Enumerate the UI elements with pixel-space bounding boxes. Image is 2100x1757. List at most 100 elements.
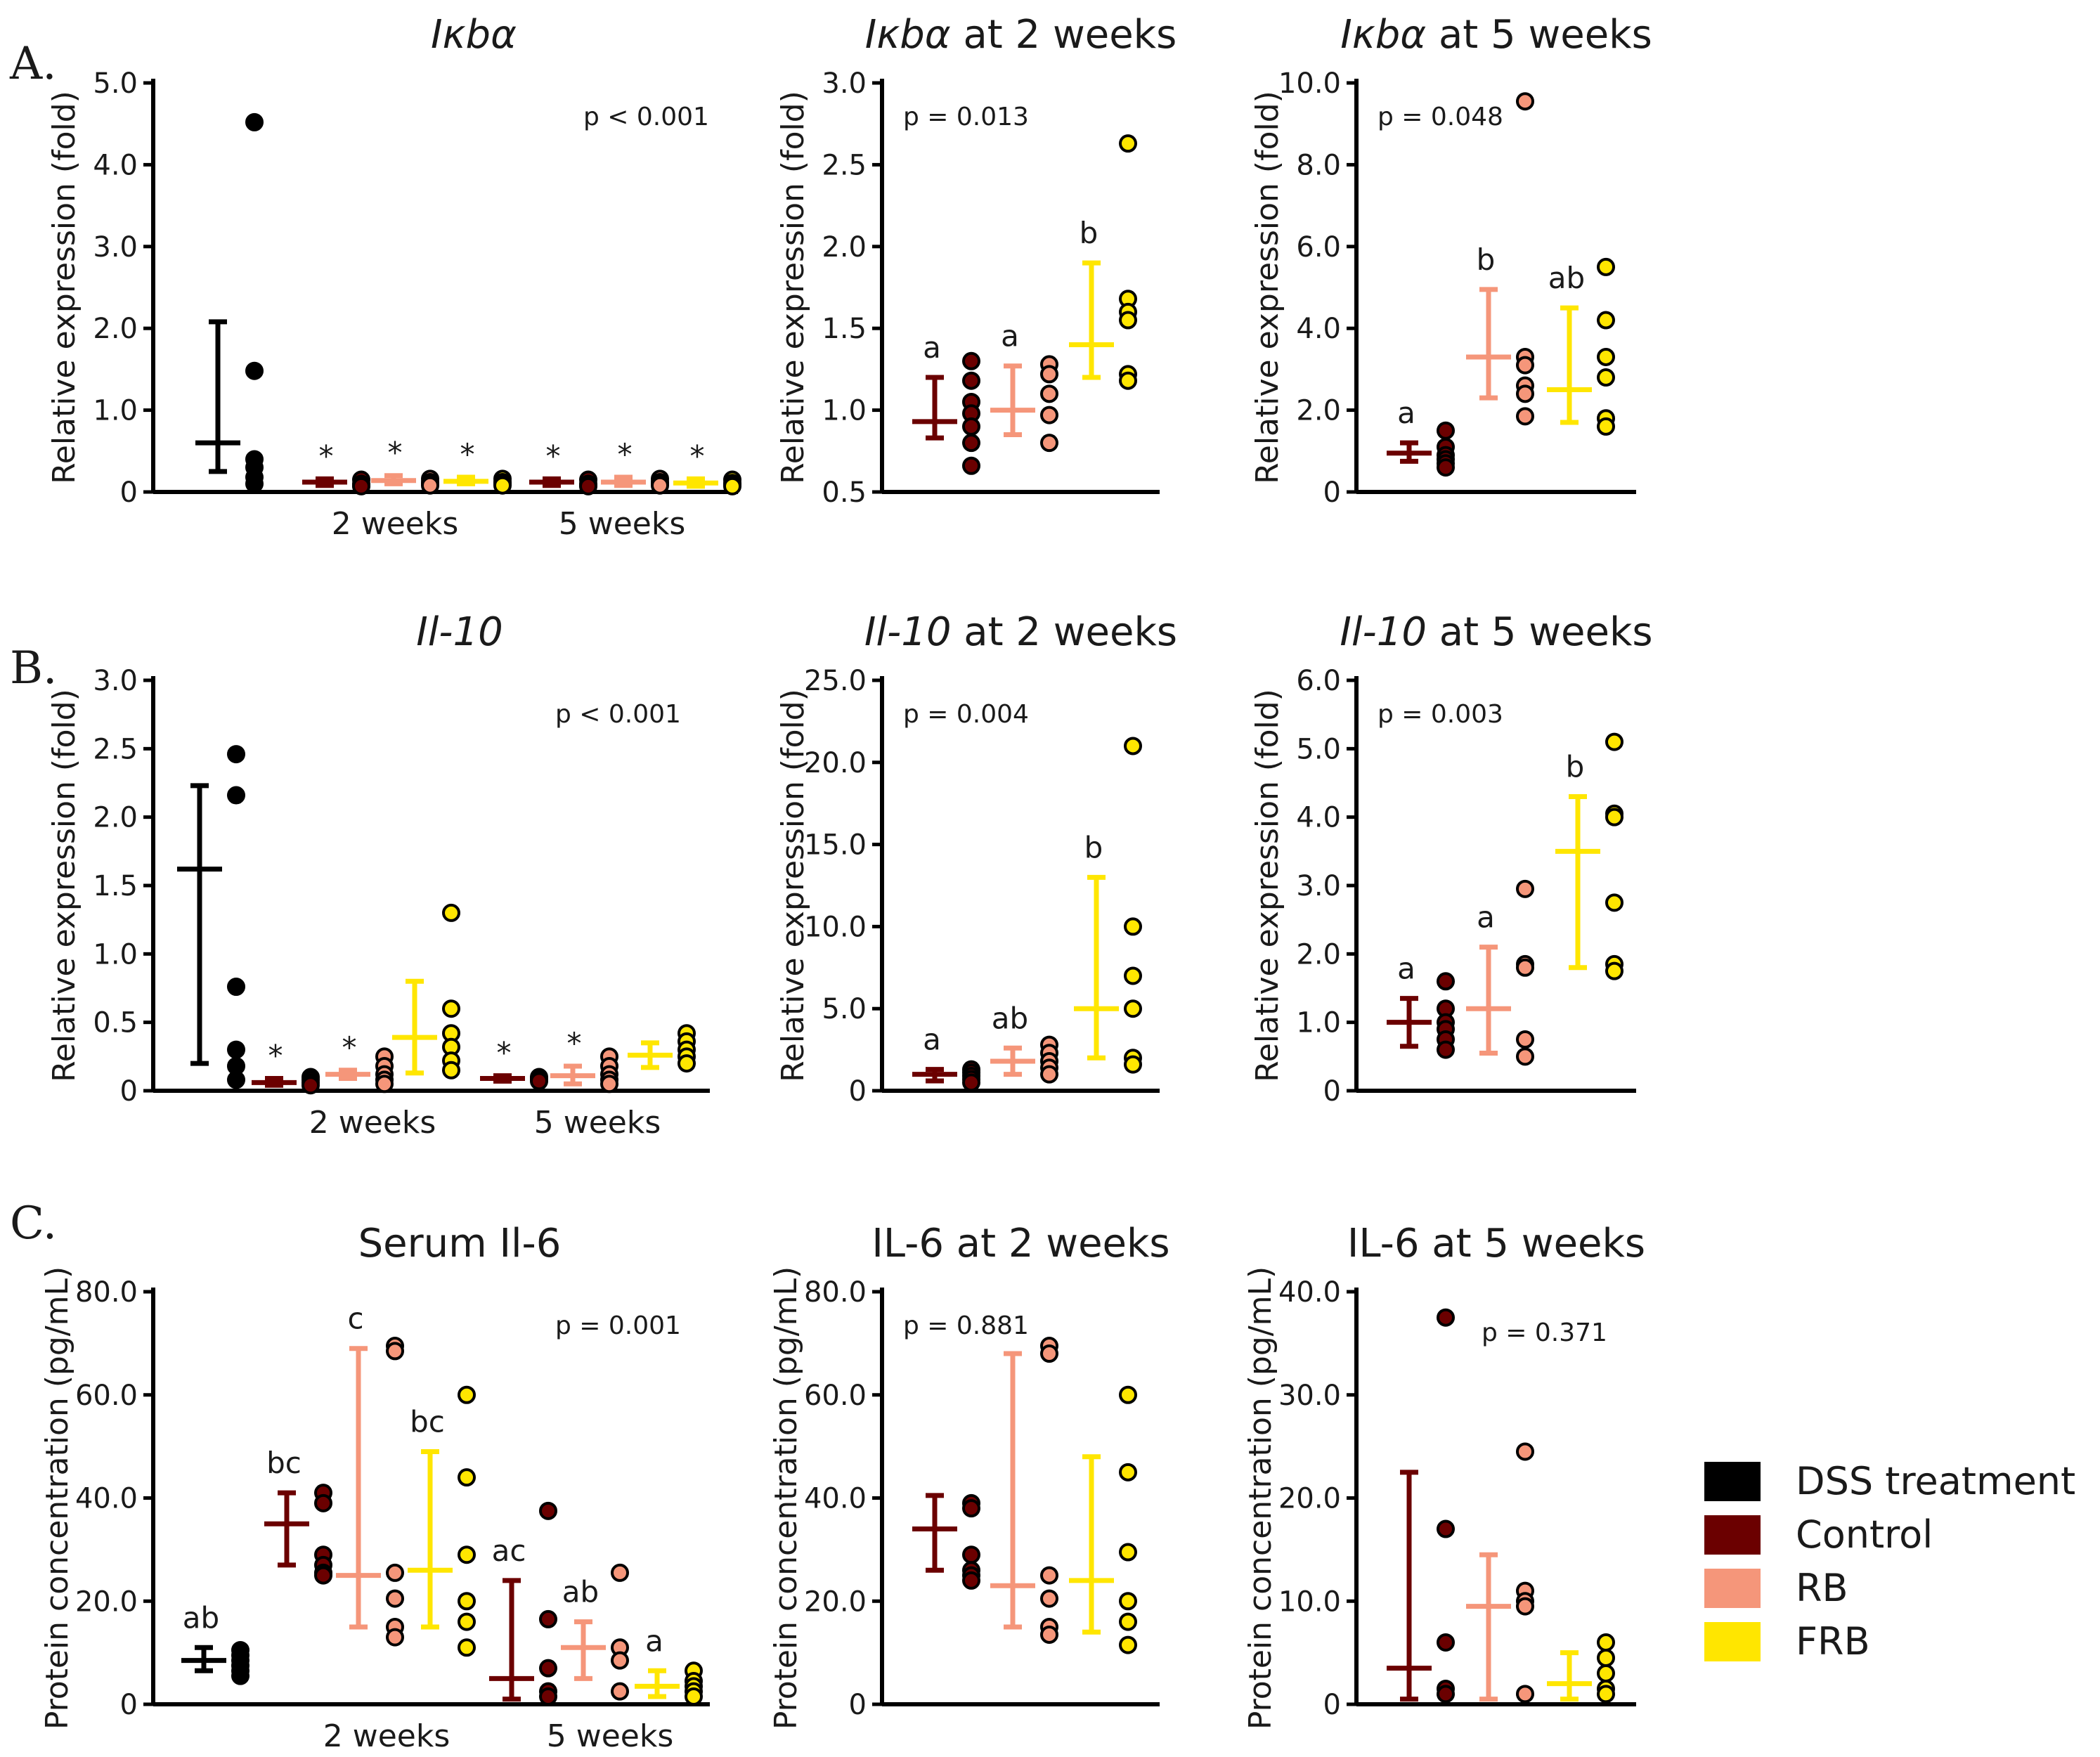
data-point — [1119, 134, 1137, 153]
y-tick-label: 1.0 — [93, 395, 138, 427]
group-control: * — [252, 1038, 320, 1095]
y-tick-label: 2.0 — [1296, 395, 1341, 427]
group-frb: b — [1555, 732, 1623, 980]
data-point — [1516, 384, 1534, 403]
y-tick-label: 3.0 — [822, 67, 867, 100]
data-point — [1040, 1344, 1058, 1363]
y-tick-label: 3.0 — [93, 665, 138, 697]
y-tick-label: 4.0 — [1296, 802, 1341, 834]
y-tick-label: 0 — [849, 1689, 867, 1721]
significance-label: * — [567, 1026, 582, 1061]
group-rb: * — [371, 436, 439, 495]
y-axis-label: Protein concentration (pg/mL) — [1243, 1266, 1278, 1730]
chart-title: Il-10 at 2 weeks — [864, 609, 1177, 655]
data-point — [1124, 737, 1142, 756]
data-point — [227, 745, 245, 764]
data-point — [1119, 1385, 1137, 1404]
significance-label: * — [460, 437, 475, 472]
y-tick-label: 20.0 — [1278, 1483, 1341, 1515]
legend: DSS treatment Control RB FRB — [1704, 1459, 2075, 1664]
y-tick-label: 25.0 — [804, 665, 867, 697]
y-tick-label: 1.5 — [93, 870, 138, 902]
data-point — [442, 1061, 460, 1080]
panel-labels: A. B. C. — [9, 38, 57, 1250]
legend-label: RB — [1796, 1566, 1848, 1610]
significance-label: a — [1001, 319, 1019, 354]
significance-label: a — [645, 1623, 663, 1658]
y-tick-label: 30.0 — [1278, 1380, 1341, 1412]
data-point — [386, 1589, 404, 1608]
p-value: p = 0.003 — [1378, 700, 1503, 729]
y-tick-label: 40.0 — [1278, 1276, 1341, 1309]
significance-label: bc — [410, 1404, 445, 1439]
x-group-label: 5 weeks — [534, 1105, 661, 1141]
chart-title: IL-6 at 2 weeks — [871, 1221, 1169, 1266]
p-value: p = 0.048 — [1378, 103, 1503, 131]
data-point — [1119, 311, 1137, 330]
data-point — [685, 1687, 703, 1706]
panel-label-a: A. — [9, 38, 57, 90]
y-axis-label: Relative expression (fold) — [775, 689, 811, 1082]
data-point — [1437, 1633, 1455, 1652]
panel-label-b: B. — [10, 642, 57, 694]
group-rb: * — [601, 437, 669, 495]
data-point — [1124, 999, 1142, 1018]
chart-title-rest: Serum Il-6 — [358, 1221, 562, 1266]
data-point — [579, 476, 597, 495]
y-tick-label: 40.0 — [804, 1483, 867, 1515]
group-rb: b — [1466, 92, 1534, 426]
data-point — [1516, 1047, 1534, 1066]
chart-b1: Il-10 0 0.5 1.0 1.5 2.0 2.5 3.0 Relative express… — [46, 609, 710, 1141]
y-tick-label: 20.0 — [804, 747, 867, 779]
data-point — [1605, 961, 1623, 980]
group-control — [1387, 1308, 1455, 1704]
legend-swatch — [1704, 1462, 1761, 1501]
x-group-label: 2 weeks — [332, 506, 459, 542]
chart-a1: Iκbα 0 1.0 2.0 3.0 4.0 5.0 Relative expression … — [46, 12, 741, 542]
data-point — [421, 476, 439, 495]
y-axis-label: Relative expression (fold) — [46, 689, 82, 1082]
legend-swatch — [1704, 1622, 1761, 1661]
data-point — [386, 1563, 404, 1582]
group-control: ac — [489, 1501, 557, 1706]
chart-c3: IL-6 at 5 weeks 0 10.0 20.0 30.0 40.0Protein … — [1243, 1221, 1645, 1730]
y-tick-label: 0 — [1323, 476, 1341, 509]
group-frb: * — [443, 437, 512, 495]
chart-title: Serum Il-6 — [358, 1221, 562, 1266]
y-tick-label: 6.0 — [1296, 231, 1341, 264]
group-dss-treatment — [177, 745, 245, 1089]
y-tick-label: 1.0 — [93, 938, 138, 971]
data-point — [1516, 1597, 1534, 1616]
y-tick-label: 0 — [849, 1075, 867, 1108]
y-axis-label: Relative expression (fold) — [1250, 91, 1285, 484]
y-tick-label: 2.5 — [822, 149, 867, 181]
significance-label: b — [1084, 830, 1103, 864]
data-point — [1124, 917, 1142, 936]
group-frb: b — [1074, 737, 1142, 1074]
chart-title: Iκbα — [431, 12, 517, 58]
y-tick-label: 5.0 — [93, 67, 138, 100]
chart-title-rest: at 2 weeks — [951, 609, 1177, 655]
y-tick-label: 5.0 — [1296, 733, 1341, 765]
chart-title: Il-10 at 5 weeks — [1340, 609, 1652, 655]
group-rb: ab — [990, 1001, 1058, 1084]
significance-label: a — [1397, 396, 1415, 430]
data-point — [962, 1073, 980, 1092]
y-tick-label: 60.0 — [75, 1380, 138, 1412]
data-point — [962, 434, 980, 453]
y-axis-label: Protein concentration (pg/mL) — [768, 1266, 804, 1730]
group-control: a — [1387, 952, 1455, 1059]
data-point — [442, 903, 460, 922]
y-tick-label: 1.0 — [822, 395, 867, 427]
data-point — [1119, 1635, 1137, 1654]
significance-label: a — [1397, 952, 1415, 986]
legend-item-dss-treatment: DSS treatment — [1704, 1459, 2075, 1503]
y-tick-label: 80.0 — [75, 1276, 138, 1309]
data-point — [245, 361, 264, 380]
legend-label: Control — [1796, 1512, 1933, 1557]
data-point — [1597, 1664, 1615, 1683]
data-point — [962, 351, 980, 370]
data-point — [1437, 1308, 1455, 1327]
data-point — [352, 476, 370, 495]
chart-title-italic: Il-10 — [864, 609, 952, 655]
